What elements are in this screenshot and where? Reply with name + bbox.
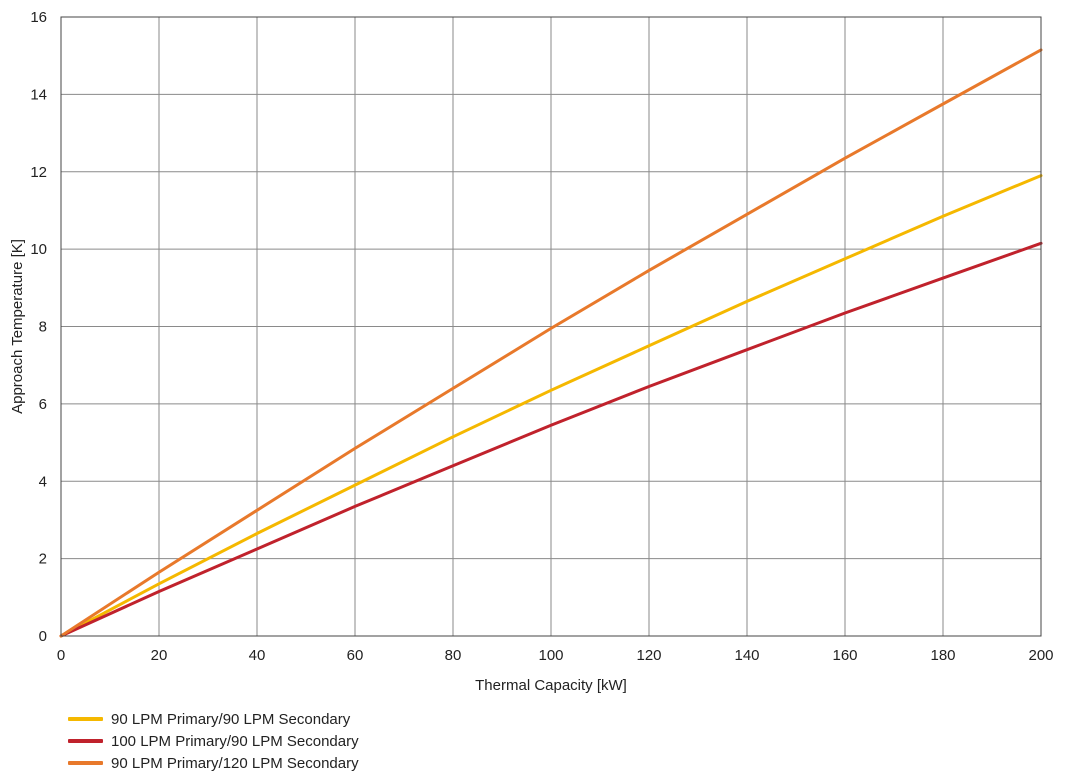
tick-labels: 0 20 40 60 80 100 120 140 160 180 200 0 2 4 6 8 10 12 14 16 [30, 9, 1053, 664]
x-tick-label: 20 [151, 647, 168, 664]
legend-item: 100 LPM Primary/90 LPM Secondary [68, 730, 359, 752]
x-tick-label: 60 [347, 647, 364, 664]
x-tick-label: 100 [538, 647, 563, 664]
x-tick-label: 120 [636, 647, 661, 664]
legend-item: 90 LPM Primary/120 LPM Secondary [68, 752, 359, 774]
legend: 90 LPM Primary/90 LPM Secondary 100 LPM … [68, 708, 359, 774]
x-tick-label: 200 [1028, 647, 1053, 664]
x-axis-title: Thermal Capacity [kW] [475, 677, 627, 694]
x-tick-label: 0 [57, 647, 65, 664]
x-tick-label: 140 [734, 647, 759, 664]
x-tick-label: 80 [445, 647, 462, 664]
legend-swatch [68, 739, 103, 743]
y-tick-label: 10 [30, 241, 47, 258]
x-tick-label: 180 [930, 647, 955, 664]
y-tick-label: 8 [39, 319, 47, 336]
y-axis-title: Approach Temperature [K] [9, 239, 26, 414]
y-tick-label: 6 [39, 396, 47, 413]
grid-lines [61, 17, 1041, 636]
y-tick-label: 0 [39, 628, 47, 645]
x-tick-label: 160 [832, 647, 857, 664]
legend-label: 90 LPM Primary/90 LPM Secondary [111, 711, 350, 728]
legend-swatch [68, 761, 103, 765]
legend-swatch [68, 717, 103, 721]
x-tick-label: 40 [249, 647, 266, 664]
legend-item: 90 LPM Primary/90 LPM Secondary [68, 708, 359, 730]
y-tick-label: 2 [39, 551, 47, 568]
line-chart: 0 20 40 60 80 100 120 140 160 180 200 0 2 4 6 8 10 12 14 16… [0, 0, 1065, 700]
y-tick-label: 14 [30, 86, 47, 103]
legend-label: 100 LPM Primary/90 LPM Secondary [111, 733, 359, 750]
y-tick-label: 16 [30, 9, 47, 26]
y-tick-label: 4 [39, 473, 47, 490]
y-tick-label: 12 [30, 164, 47, 181]
legend-label: 90 LPM Primary/120 LPM Secondary [111, 755, 359, 772]
